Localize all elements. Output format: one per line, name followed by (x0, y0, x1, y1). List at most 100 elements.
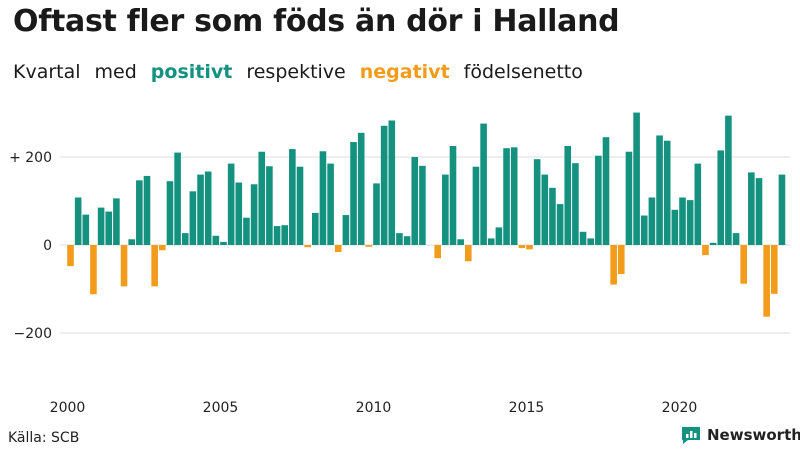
bar (533, 159, 541, 245)
brand-logo[interactable]: Newsworthy (680, 425, 800, 445)
bar (709, 242, 717, 245)
subtitle-part-respektive: respektive (246, 61, 346, 83)
bar (281, 225, 288, 245)
bar (694, 163, 702, 245)
bar (480, 123, 487, 245)
bar (763, 245, 770, 317)
bar (243, 217, 250, 245)
bar (755, 178, 763, 245)
bar (82, 214, 90, 245)
bar (334, 245, 342, 253)
bar (212, 235, 220, 245)
bar (74, 197, 82, 245)
bar (457, 239, 464, 245)
bar (679, 197, 686, 245)
y-tick-label: + 200 (9, 150, 52, 166)
bar (587, 238, 594, 245)
x-tick-label: 2010 (356, 400, 392, 416)
bar (159, 245, 166, 251)
brand-name: Newsworthy (707, 426, 800, 444)
subtitle-positive-word: positivt (150, 61, 233, 83)
bar (403, 236, 411, 245)
bar (319, 151, 327, 245)
bar (304, 245, 311, 248)
bar (625, 151, 633, 245)
bar (472, 166, 480, 245)
bar (549, 187, 556, 245)
bar (181, 233, 189, 245)
bar (572, 163, 579, 245)
bars (67, 112, 786, 317)
bar (541, 174, 549, 245)
bar (442, 174, 449, 245)
bar (113, 198, 120, 245)
chart-subtitle: Kvartal med positivt respektive negativt föde… (13, 61, 597, 83)
bar (518, 245, 526, 249)
bar (740, 245, 747, 284)
bar (143, 175, 151, 245)
x-tick-label: 2005 (203, 400, 239, 416)
x-tick-label: 2000 (50, 400, 86, 416)
bar (105, 211, 113, 245)
bar (235, 182, 243, 245)
subtitle-part-med: med (94, 61, 137, 83)
bar (671, 209, 679, 245)
bar (526, 245, 533, 250)
bar (618, 245, 625, 275)
bar (120, 245, 128, 287)
bar (296, 166, 304, 245)
bar (189, 191, 197, 245)
bar (312, 212, 319, 245)
bar (258, 151, 266, 245)
bar (434, 245, 441, 259)
bar (289, 149, 296, 245)
bar (136, 180, 143, 245)
bar (227, 163, 235, 245)
bar (595, 155, 602, 245)
bar (640, 215, 648, 245)
bar (350, 142, 357, 245)
y-tick-label: −200 (14, 326, 52, 342)
bar (204, 171, 212, 245)
bar (174, 152, 181, 245)
bar (778, 174, 786, 245)
x-tick-label: 2015 (509, 400, 545, 416)
bar (663, 140, 671, 245)
bar (411, 157, 419, 245)
bar (487, 238, 495, 245)
subtitle-part-kvartal: Kvartal (13, 61, 81, 83)
bar (273, 226, 281, 245)
bar (419, 165, 426, 245)
bar (128, 239, 135, 245)
bar (556, 204, 564, 245)
bar (197, 174, 204, 245)
bar (465, 245, 472, 262)
bar (90, 245, 97, 295)
subtitle-part-fodelsenetto: födelsenetto (463, 61, 583, 83)
bar (648, 197, 656, 245)
bar (633, 112, 640, 245)
bar (610, 245, 617, 285)
bar (717, 150, 725, 245)
bar (357, 132, 365, 245)
bar (342, 215, 350, 245)
bar (495, 227, 503, 245)
bar (656, 135, 663, 245)
bar (732, 233, 740, 245)
bar (250, 184, 258, 245)
chart-title: Oftast fler som föds än dör i Halland (13, 4, 620, 39)
bar (151, 245, 158, 287)
bar (602, 137, 610, 245)
x-tick-label: 2020 (662, 400, 698, 416)
bar (220, 241, 227, 245)
bar (166, 181, 174, 245)
bar (388, 120, 396, 245)
y-axis-ticks: + 200 0 −200 (9, 150, 52, 342)
bar (67, 245, 74, 267)
y-tick-label: 0 (43, 238, 52, 254)
bar (266, 166, 273, 245)
bar (686, 200, 694, 245)
bar (449, 146, 457, 245)
bar (503, 148, 510, 245)
